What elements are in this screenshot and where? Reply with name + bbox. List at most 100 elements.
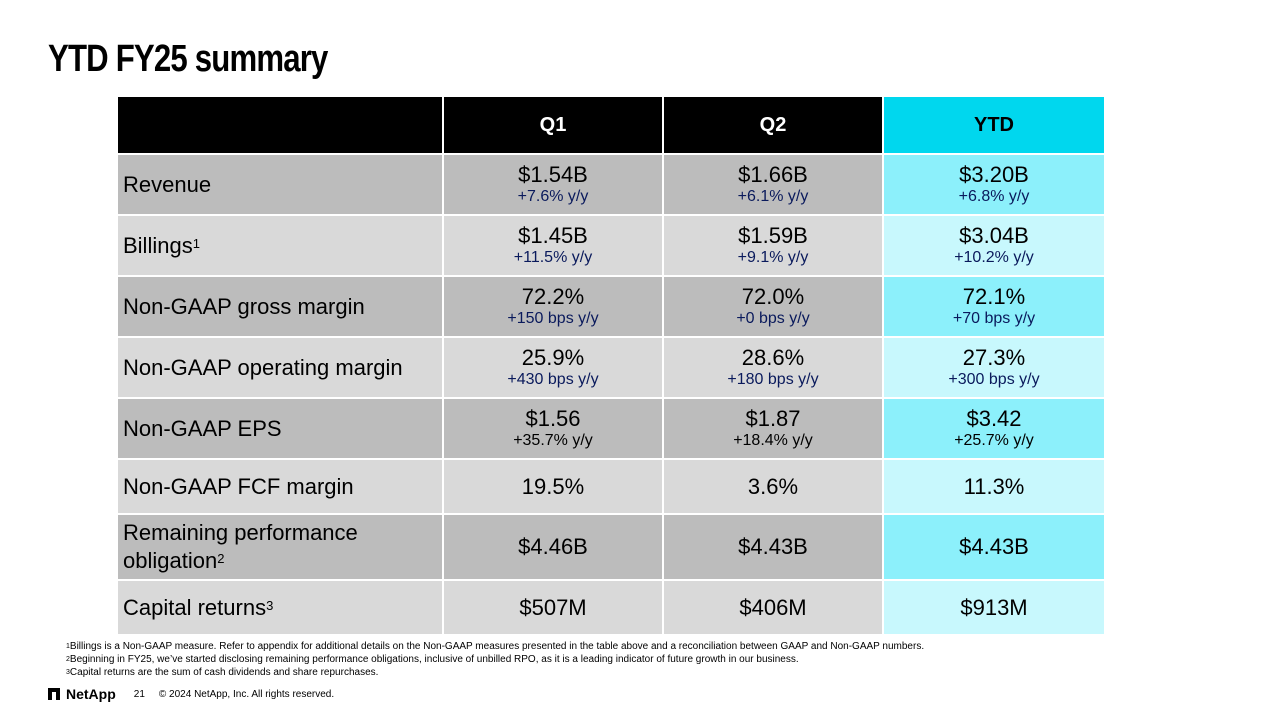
- cell-value: 72.1%: [962, 284, 1026, 309]
- cell-q2: $1.87 +18.4% y/y: [662, 397, 884, 460]
- cell-value: $507M: [519, 594, 587, 620]
- table-row-operating-margin: Non-GAAP operating margin 25.9% +430 bps …: [116, 336, 1106, 399]
- footnote-text: Billings is a Non-GAAP measure. Refer to…: [69, 641, 925, 652]
- cell-growth: +7.6% y/y: [517, 188, 589, 205]
- cell-value: $1.87: [745, 406, 801, 431]
- footnote-number: 3: [66, 669, 70, 676]
- footnote-marker: 3: [266, 597, 274, 613]
- cell-q1: $1.54B +7.6% y/y: [442, 153, 664, 216]
- footnote-marker: 1: [192, 235, 200, 251]
- cell-ytd: $3.42 +25.7% y/y: [882, 397, 1106, 460]
- row-label: Revenue: [116, 153, 444, 216]
- footnote-2: 2Beginning in FY25, we’ve started disclo…: [66, 653, 924, 666]
- cell-value: $1.45B: [518, 223, 588, 248]
- row-label-text: Billings: [123, 232, 193, 258]
- table-row-rpo: Remaining performance obligation2 $4.46B…: [116, 513, 1106, 581]
- cell-ytd: 11.3%: [882, 458, 1106, 515]
- cell-growth: +9.1% y/y: [737, 249, 809, 266]
- cell-value: 11.3%: [963, 473, 1025, 499]
- summary-table: Q1 Q2 YTD Revenue $1.54B +7.6% y/y $1.66B…: [116, 95, 1106, 636]
- cell-ytd: $3.20B +6.8% y/y: [882, 153, 1106, 216]
- table-row-gross-margin: Non-GAAP gross margin 72.2% +150 bps y/y …: [116, 275, 1106, 338]
- cell-ytd: $4.43B: [882, 513, 1106, 581]
- cell-growth: +150 bps y/y: [507, 310, 599, 327]
- cell-value: 27.3%: [962, 345, 1026, 370]
- cell-value: $3.20B: [959, 162, 1029, 187]
- cell-q2: $406M: [662, 579, 884, 636]
- row-label: Capital returns3: [116, 579, 444, 636]
- cell-q2: 72.0% +0 bps y/y: [662, 275, 884, 338]
- logo-text: NetApp: [66, 686, 116, 702]
- row-label-text: Non-GAAP operating margin: [123, 354, 403, 380]
- cell-growth: +35.7% y/y: [513, 432, 593, 449]
- footnote-marker: 2: [217, 551, 225, 566]
- cell-ytd: 27.3% +300 bps y/y: [882, 336, 1106, 399]
- cell-q2: 3.6%: [662, 458, 884, 515]
- footnotes: 1Billings is a Non-GAAP measure. Refer t…: [66, 640, 924, 679]
- cell-ytd: $913M: [882, 579, 1106, 636]
- footer: NetApp 21 © 2024 NetApp, Inc. All rights…: [48, 686, 334, 702]
- footnote-text: Capital returns are the sum of cash divi…: [69, 667, 379, 678]
- copyright: © 2024 NetApp, Inc. All rights reserved.: [158, 688, 335, 700]
- row-label-text: Capital returns: [123, 594, 267, 620]
- cell-q1: $1.45B +11.5% y/y: [442, 214, 664, 277]
- cell-growth: +18.4% y/y: [733, 432, 813, 449]
- row-label: Billings1: [116, 214, 444, 277]
- cell-value: $3.42: [966, 406, 1022, 431]
- column-header-q2: Q2: [662, 95, 884, 155]
- page-number: 21: [133, 688, 145, 700]
- table-row-eps: Non-GAAP EPS $1.56 +35.7% y/y $1.87 +18.4%…: [116, 397, 1106, 460]
- row-label-text: Non-GAAP FCF margin: [123, 473, 354, 499]
- row-label: Non-GAAP EPS: [116, 397, 444, 460]
- cell-q1: 25.9% +430 bps y/y: [442, 336, 664, 399]
- cell-growth: +25.7% y/y: [954, 432, 1034, 449]
- cell-q2: $1.66B +6.1% y/y: [662, 153, 884, 216]
- cell-growth: +70 bps y/y: [952, 310, 1036, 327]
- cell-q2: $1.59B +9.1% y/y: [662, 214, 884, 277]
- column-header-ytd: YTD: [882, 95, 1106, 155]
- cell-value: $4.46B: [518, 534, 588, 559]
- cell-value: 25.9%: [521, 345, 585, 370]
- cell-q1: $507M: [442, 579, 664, 636]
- footnote-text: Beginning in FY25, we’ve started disclos…: [69, 654, 799, 665]
- table-row-fcf-margin: Non-GAAP FCF margin 19.5% 3.6% 11.3%: [116, 458, 1106, 515]
- row-label: Non-GAAP gross margin: [116, 275, 444, 338]
- cell-growth: +6.1% y/y: [737, 188, 809, 205]
- cell-value: 72.0%: [741, 284, 805, 309]
- cell-value: 3.6%: [747, 473, 799, 499]
- cell-ytd: $3.04B +10.2% y/y: [882, 214, 1106, 277]
- table-header-row: Q1 Q2 YTD: [116, 95, 1106, 155]
- cell-value: $1.66B: [738, 162, 808, 187]
- cell-growth: +430 bps y/y: [507, 371, 599, 388]
- cell-q2: 28.6% +180 bps y/y: [662, 336, 884, 399]
- footnote-3: 3Capital returns are the sum of cash div…: [66, 666, 924, 679]
- footnote-number: 2: [66, 656, 70, 663]
- row-label-text: Non-GAAP gross margin: [123, 293, 365, 319]
- row-label: Non-GAAP FCF margin: [116, 458, 444, 515]
- cell-growth: +0 bps y/y: [736, 310, 810, 327]
- cell-value: $4.43B: [959, 534, 1029, 559]
- cell-value: 72.2%: [521, 284, 585, 309]
- column-header-q1: Q1: [442, 95, 664, 155]
- cell-q2: $4.43B: [662, 513, 884, 581]
- header-corner-cell: [116, 95, 444, 155]
- cell-value: $1.59B: [738, 223, 808, 248]
- cell-value: 28.6%: [741, 345, 805, 370]
- footnote-1: 1Billings is a Non-GAAP measure. Refer t…: [66, 640, 924, 653]
- row-label: Non-GAAP operating margin: [116, 336, 444, 399]
- cell-value: $3.04B: [959, 223, 1029, 248]
- page-title: YTD FY25 summary: [48, 38, 328, 80]
- netapp-logo-icon: [48, 688, 60, 700]
- cell-value: $1.56: [525, 406, 581, 431]
- table-row-billings: Billings1 $1.45B +11.5% y/y $1.59B +9.1% y…: [116, 214, 1106, 277]
- footnote-number: 1: [66, 643, 70, 650]
- cell-q1: $4.46B: [442, 513, 664, 581]
- cell-q1: $1.56 +35.7% y/y: [442, 397, 664, 460]
- cell-growth: +11.5% y/y: [513, 249, 593, 266]
- row-label-text: Remaining performance: [123, 520, 358, 545]
- cell-ytd: 72.1% +70 bps y/y: [882, 275, 1106, 338]
- cell-q1: 72.2% +150 bps y/y: [442, 275, 664, 338]
- row-label-text: obligation: [123, 548, 218, 573]
- row-label-text: Revenue: [123, 171, 212, 197]
- cell-value: $4.43B: [738, 534, 808, 559]
